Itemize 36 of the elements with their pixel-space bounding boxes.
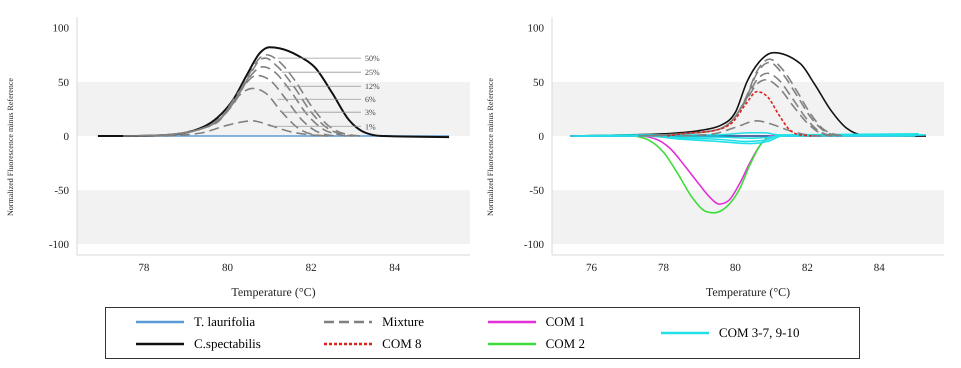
legend-label: C.spectabilis [194, 336, 261, 352]
x-tick-label: 82 [802, 262, 813, 274]
y-tick-label: 100 [52, 22, 70, 35]
annotation: 50% [365, 54, 380, 64]
legend-label: COM 2 [546, 336, 585, 352]
y-axis-title: Normalized Fluorescence minus Reference [6, 78, 15, 216]
x-axis-title: Temperature (°C) [231, 285, 316, 299]
x-tick-label: 78 [658, 262, 670, 274]
legend-label: COM 1 [546, 314, 585, 330]
x-tick-label: 80 [730, 262, 742, 274]
x-tick-label: 84 [389, 262, 401, 274]
y-tick-label: 0 [538, 130, 544, 143]
annotation: 1% [365, 122, 376, 132]
y-tick-label: -100 [524, 239, 544, 252]
legend-label: COM 8 [382, 336, 422, 352]
x-tick-label: 80 [222, 262, 234, 274]
y-tick-label: 0 [64, 130, 70, 143]
legend-label: COM 3-7, 9-10 [718, 325, 800, 341]
y-tick-label: 50 [533, 76, 544, 89]
y-tick-label: -100 [48, 239, 70, 252]
y-tick-label: -50 [54, 184, 70, 197]
y-tick-label: -50 [529, 184, 544, 197]
legend-label: T. laurifolia [194, 314, 256, 330]
x-tick-label: 82 [306, 262, 317, 274]
y-tick-label: 50 [58, 76, 70, 89]
x-tick-label: 84 [874, 262, 886, 274]
x-axis-title: Temperature (°C) [706, 285, 790, 299]
legend-label: Mixture [382, 314, 424, 330]
y-axis-title: Normalized Fluorescence minus Reference [486, 78, 495, 216]
annotation: 12% [365, 82, 380, 92]
x-tick-label: 76 [586, 262, 598, 274]
annotation: 6% [365, 95, 376, 104]
y-tick-label: 100 [528, 22, 544, 35]
annotation: 3% [365, 108, 376, 118]
x-tick-label: 78 [138, 262, 150, 274]
annotation: 25% [365, 68, 380, 78]
